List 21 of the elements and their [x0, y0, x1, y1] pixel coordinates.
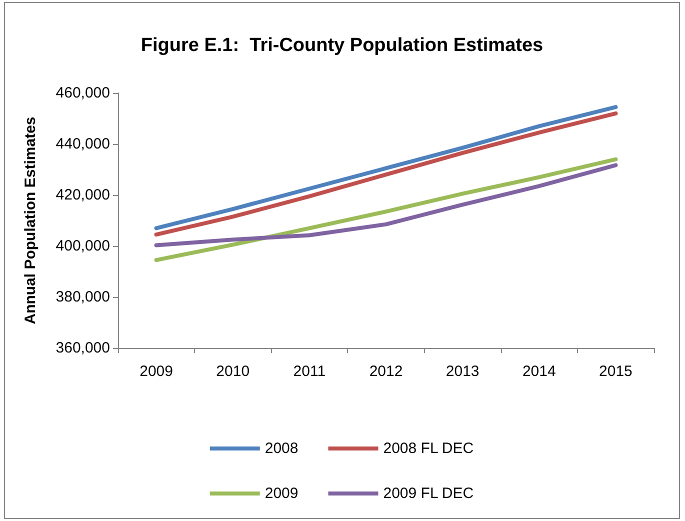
- legend-label: 2009: [264, 485, 298, 502]
- y-tick-label: 360,000: [56, 340, 110, 356]
- x-tick-label: 2009: [140, 363, 173, 380]
- x-tick-label: 2012: [369, 363, 403, 380]
- y-tick-label: 420,000: [56, 186, 110, 204]
- x-tick-label: 2015: [599, 363, 632, 380]
- y-tick-label: 380,000: [56, 288, 110, 306]
- legend-label: 2009 FL DEC: [383, 485, 474, 502]
- y-tick-label: 440,000: [56, 136, 110, 152]
- x-tick-label: 2011: [293, 363, 326, 380]
- line-series: [154, 157, 618, 262]
- chart-title: Figure E.1: Tri-County Population Estimates: [140, 35, 544, 56]
- y-tick-label: 460,000: [56, 84, 110, 102]
- x-tick-label: 2013: [446, 363, 480, 380]
- x-tick-label: 2010: [216, 363, 250, 380]
- legend-label: 2008: [264, 440, 298, 457]
- legend-label: 2008 FL DEC: [383, 440, 474, 457]
- y-axis-title: Annual Population Estimates: [22, 116, 39, 324]
- x-tick-label: 2014: [522, 363, 556, 380]
- y-tick-label: 400,000: [56, 238, 110, 254]
- line-series: [154, 163, 618, 248]
